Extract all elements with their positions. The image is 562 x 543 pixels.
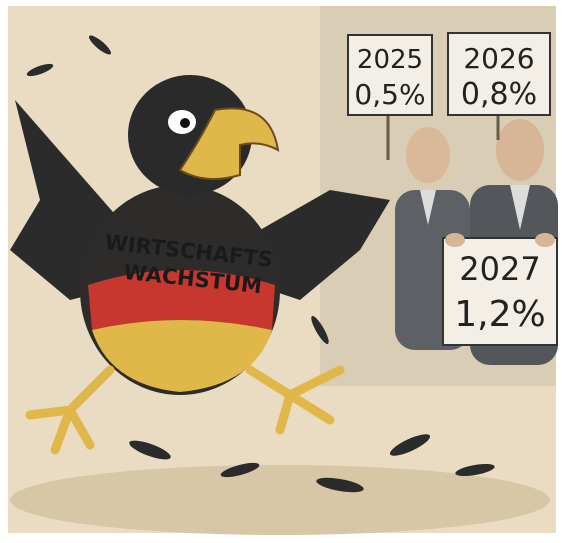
man-head bbox=[496, 119, 544, 181]
hand bbox=[445, 233, 465, 247]
sign-value: 0,8% bbox=[461, 77, 537, 112]
pupil bbox=[180, 118, 190, 128]
man-head bbox=[406, 127, 450, 183]
sign-year: 2025 bbox=[357, 45, 423, 75]
sign-year: 2026 bbox=[463, 42, 534, 75]
sign-value: 1,2% bbox=[454, 294, 545, 335]
hand bbox=[535, 233, 555, 247]
sign-year: 2027 bbox=[459, 250, 540, 288]
illustration: 2025 0,5% 2026 0,8% 2027 1,2% WIRTSCHAFT… bbox=[0, 0, 562, 543]
sign-value: 0,5% bbox=[354, 78, 425, 111]
